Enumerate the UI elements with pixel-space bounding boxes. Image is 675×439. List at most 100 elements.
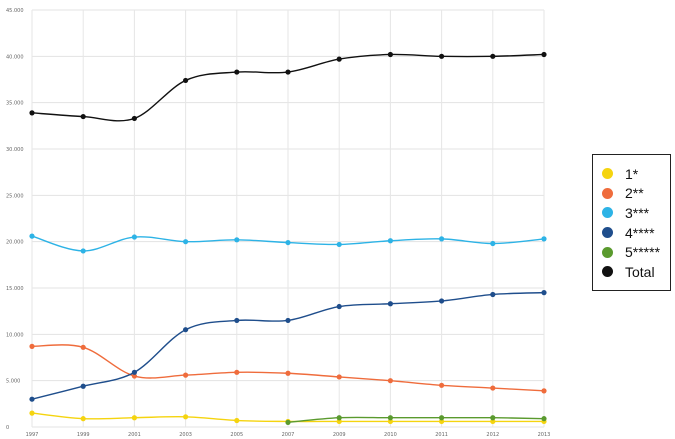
chart-series (29, 51, 547, 425)
y-tick-label: 0 (6, 425, 9, 431)
data-point-5-star (439, 415, 445, 421)
data-point-2-star (80, 344, 86, 350)
data-point-3-star (490, 240, 496, 247)
data-point-4-star (541, 290, 547, 296)
data-point-2-star (183, 372, 189, 378)
data-point-2-star (29, 343, 35, 349)
x-tick-label: 2010 (384, 432, 397, 438)
legend-swatch-1-star (602, 168, 613, 180)
x-tick-label: 2012 (486, 432, 499, 438)
legend-item-3-star: 3*** (602, 203, 670, 223)
data-point-1-star (490, 418, 496, 425)
data-point-1-star (387, 418, 393, 425)
chart-legend: 1* 2** 3*** 4**** 5***** Total (592, 154, 671, 291)
data-point-4-star (234, 317, 240, 324)
y-axis-tick-labels: 0 5.000 10.000 15.000 20.000 25.000 30.000 35.0… (6, 8, 24, 431)
data-point-4-star (387, 301, 393, 307)
data-point-3-star (234, 237, 240, 243)
data-point-3-star (541, 236, 547, 242)
data-point-total (439, 53, 445, 59)
legend-swatch-5-star (602, 246, 613, 258)
legend-swatch-total (602, 266, 613, 278)
data-point-2-star (490, 385, 496, 391)
x-tick-label: 1997 (26, 432, 39, 438)
data-point-4-star (336, 303, 342, 310)
legend-label-1-star: 1* (625, 165, 639, 182)
data-point-2-star (336, 374, 342, 380)
legend-item-2-star: 2** (602, 184, 670, 204)
data-point-3-star (131, 234, 137, 240)
data-point-4-star (80, 383, 86, 389)
data-point-total (490, 53, 496, 59)
data-point-2-star (131, 373, 137, 379)
x-tick-label: 1999 (77, 432, 90, 438)
y-tick-label: 35.000 (6, 101, 24, 107)
data-point-5-star (490, 415, 496, 421)
x-tick-label: 2005 (230, 432, 243, 438)
data-point-1-star (80, 416, 86, 422)
data-point-4-star (183, 327, 189, 333)
x-tick-label: 2009 (333, 432, 346, 438)
data-point-2-star (234, 369, 240, 375)
data-point-4-star (29, 396, 35, 402)
legend-item-5-star: 5***** (602, 242, 670, 262)
data-point-1-star (131, 415, 137, 421)
data-point-total (387, 51, 393, 58)
data-point-3-star (285, 239, 291, 246)
legend-label-2-star: 2** (625, 185, 644, 202)
legend-swatch-2-star (602, 187, 613, 199)
x-tick-label: 2007 (282, 432, 295, 438)
legend-item-1-star: 1* (602, 164, 670, 184)
y-tick-label: 40.000 (6, 54, 24, 60)
data-point-3-star (29, 233, 35, 239)
data-point-total (336, 56, 342, 62)
data-point-2-star (387, 378, 393, 384)
data-point-total (80, 113, 86, 120)
data-point-5-star (541, 416, 547, 422)
data-point-4-star (490, 291, 496, 298)
data-point-5-star (387, 415, 393, 421)
data-point-4-star (285, 317, 291, 324)
legend-item-4-star: 4**** (602, 223, 670, 243)
data-point-1-star (234, 417, 240, 424)
data-point-2-star (439, 382, 445, 388)
data-point-3-star (80, 248, 86, 254)
y-tick-label: 30.000 (6, 147, 24, 153)
data-point-total (29, 110, 35, 116)
data-point-5-star (336, 415, 342, 421)
data-point-1-star (183, 414, 189, 420)
series-line-5-star (287, 416, 545, 424)
data-point-2-star (541, 388, 547, 394)
data-point-total (183, 77, 189, 84)
x-tick-label: 2011 (435, 432, 448, 438)
data-point-2-star (285, 370, 291, 376)
data-point-3-star (387, 238, 393, 244)
legend-label-3-star: 3*** (625, 204, 650, 221)
x-axis-tick-labels: 1997 1999 2001 2003 2005 2007 2009 2010 2011 2012… (26, 432, 551, 438)
legend-label-total: Total (625, 263, 655, 280)
y-tick-label: 10.000 (6, 332, 24, 338)
y-tick-label: 25.000 (6, 193, 24, 199)
data-point-3-star (439, 236, 445, 242)
x-tick-label: 2001 (128, 432, 141, 438)
x-tick-label: 2003 (179, 432, 192, 438)
data-point-1-star (439, 418, 445, 425)
legend-swatch-3-star (602, 207, 613, 219)
data-point-4-star (439, 298, 445, 304)
data-point-total (234, 69, 240, 75)
y-tick-label: 20.000 (6, 240, 24, 246)
data-point-1-star (336, 418, 342, 425)
data-point-5-star (285, 419, 291, 425)
y-tick-label: 5.000 (6, 379, 20, 385)
legend-label-5-star: 5***** (625, 244, 661, 261)
legend-item-total: Total (602, 262, 670, 282)
data-point-4-star (131, 369, 137, 375)
legend-swatch-4-star (602, 227, 613, 239)
data-point-total (541, 51, 547, 58)
legend-label-4-star: 4**** (625, 224, 655, 241)
data-point-1-star (29, 410, 35, 416)
y-tick-label: 45.000 (6, 8, 24, 14)
data-point-3-star (183, 239, 189, 245)
data-point-total (285, 69, 291, 75)
